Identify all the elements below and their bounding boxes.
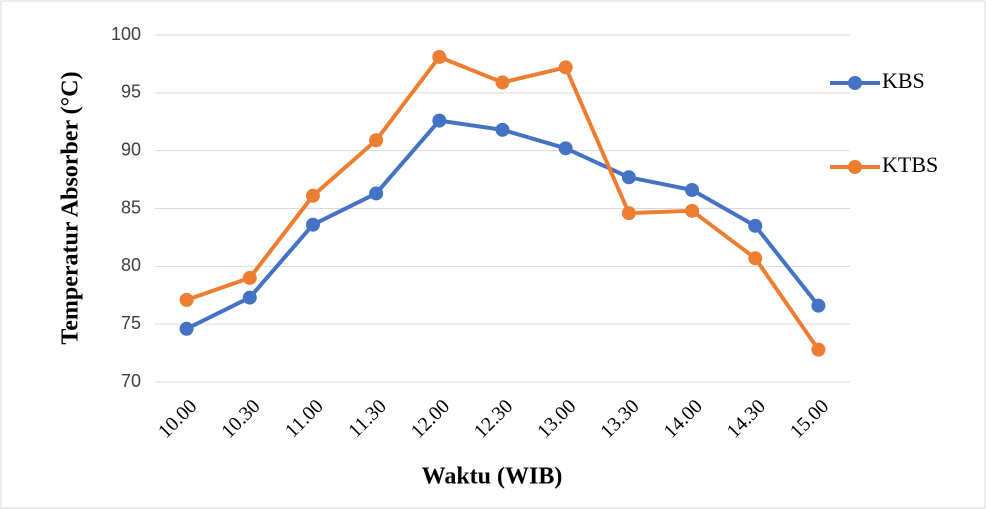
data-point [621,206,636,221]
legend-label: KTBS [882,152,938,177]
y-tick-label: 95 [121,82,141,102]
data-point [811,298,826,313]
y-tick-label: 70 [121,371,141,391]
y-axis-title: Temperatur Absorber (°C) [58,71,84,344]
data-point [179,292,194,307]
y-tick-label: 85 [121,197,141,217]
data-point [685,182,700,197]
y-tick-label: 80 [121,255,141,275]
legend-marker [848,160,862,174]
data-point [432,49,447,64]
data-point [558,60,573,75]
x-axis-title: Waktu (WIB) [422,464,563,490]
data-point [369,133,384,148]
data-point [621,170,636,185]
data-point [305,188,320,203]
data-point [242,290,257,305]
legend-label: KBS [882,68,925,93]
data-point [369,186,384,201]
data-point [242,270,257,285]
data-point [495,75,510,90]
data-point [685,203,700,218]
data-point [748,251,763,266]
data-point [432,113,447,128]
data-point [305,217,320,232]
data-point [179,321,194,336]
y-tick-label: 100 [111,24,141,44]
data-point [495,122,510,137]
legend-marker [848,76,862,90]
data-point [558,141,573,156]
y-tick-label: 90 [121,139,141,159]
data-point [811,342,826,357]
y-tick-label: 75 [121,313,141,333]
data-point [748,218,763,233]
